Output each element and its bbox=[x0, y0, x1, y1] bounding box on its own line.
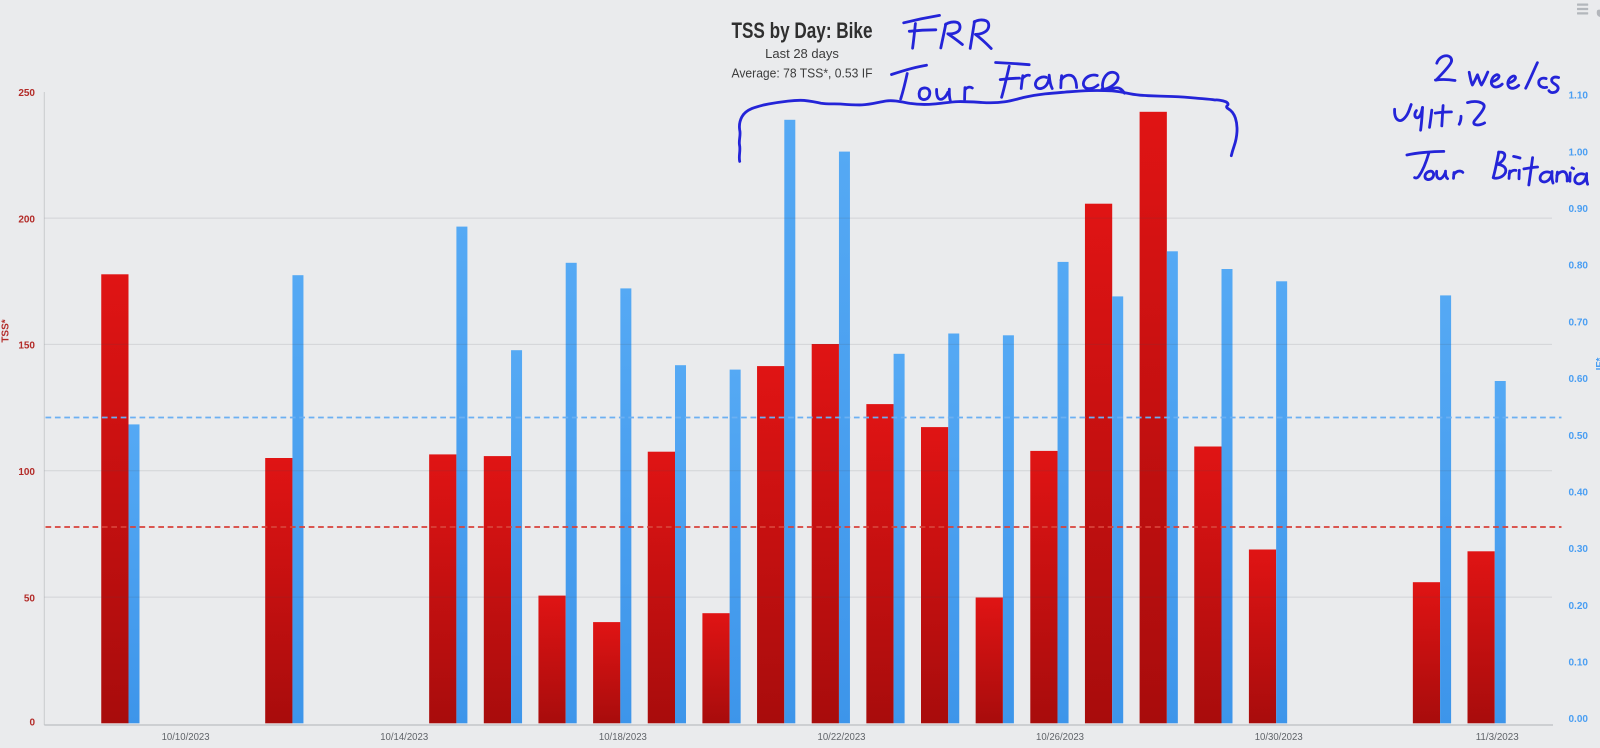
svg-text:10/26/2023: 10/26/2023 bbox=[1036, 732, 1084, 743]
svg-text:0.30: 0.30 bbox=[1569, 544, 1589, 555]
svg-text:11/3/2023: 11/3/2023 bbox=[1476, 732, 1519, 743]
svg-text:50: 50 bbox=[24, 593, 36, 604]
svg-text:0.40: 0.40 bbox=[1569, 487, 1589, 498]
svg-text:TSS*: TSS* bbox=[1, 319, 12, 342]
svg-text:0.20: 0.20 bbox=[1569, 601, 1589, 612]
svg-text:0.80: 0.80 bbox=[1569, 261, 1589, 272]
svg-text:10/22/2023: 10/22/2023 bbox=[818, 732, 866, 743]
svg-text:200: 200 bbox=[18, 214, 35, 225]
svg-text:10/18/2023: 10/18/2023 bbox=[599, 732, 647, 743]
svg-text:100: 100 bbox=[18, 467, 35, 478]
svg-text:10/30/2023: 10/30/2023 bbox=[1255, 732, 1303, 743]
svg-text:0.00: 0.00 bbox=[1569, 714, 1589, 725]
svg-text:0.90: 0.90 bbox=[1569, 204, 1589, 215]
svg-text:0.10: 0.10 bbox=[1569, 658, 1589, 669]
svg-text:1.00: 1.00 bbox=[1569, 147, 1589, 158]
svg-text:0.70: 0.70 bbox=[1569, 317, 1589, 328]
svg-text:250: 250 bbox=[18, 88, 35, 99]
svg-text:TSS by Day: Bike: TSS by Day: Bike bbox=[732, 18, 873, 43]
svg-text:0.60: 0.60 bbox=[1569, 374, 1589, 385]
svg-text:0: 0 bbox=[29, 717, 35, 728]
svg-text:IF*: IF* bbox=[1595, 358, 1600, 371]
svg-text:150: 150 bbox=[18, 341, 35, 352]
svg-text:Last 28 days: Last 28 days bbox=[765, 46, 839, 61]
svg-text:Average: 78 TSS*, 0.53 IF: Average: 78 TSS*, 0.53 IF bbox=[732, 66, 873, 81]
svg-text:10/10/2023: 10/10/2023 bbox=[162, 732, 210, 743]
svg-text:0.50: 0.50 bbox=[1569, 431, 1589, 442]
svg-text:1.10: 1.10 bbox=[1569, 91, 1589, 102]
svg-text:10/14/2023: 10/14/2023 bbox=[380, 732, 428, 743]
